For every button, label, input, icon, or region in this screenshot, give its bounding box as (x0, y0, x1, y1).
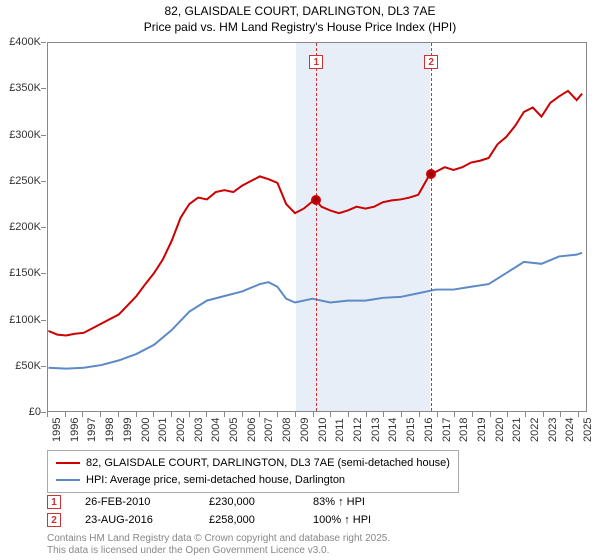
data-row-marker: 1 (47, 495, 61, 509)
x-tick-label: 2002 (175, 418, 187, 442)
x-tick-label: 2011 (334, 418, 346, 442)
x-tick-label: 2010 (317, 418, 329, 442)
y-tick-label: £350K (9, 82, 41, 94)
legend-row-price: 82, GLAISDALE COURT, DARLINGTON, DL3 7AE… (56, 455, 450, 472)
x-tick-label: 2001 (157, 418, 169, 442)
legend-row-hpi: HPI: Average price, semi-detached house,… (56, 472, 450, 489)
y-tick-label: £250K (9, 175, 41, 187)
x-tick-label: 2024 (564, 418, 576, 442)
x-tick-label: 2015 (405, 418, 417, 442)
x-axis: 1995 1996 1997 1998 1999 2000 2001 2002 2003 2004… (47, 412, 587, 452)
x-tick-label: 2020 (494, 418, 506, 442)
x-tick-label: 2012 (352, 418, 364, 442)
y-tick-label: £0 (29, 406, 41, 418)
x-tick-label: 2019 (476, 418, 488, 442)
marker-line (316, 43, 317, 411)
x-tick-label: 2007 (263, 418, 275, 442)
legend-label-price: 82, GLAISDALE COURT, DARLINGTON, DL3 7AE… (86, 455, 450, 472)
footer: Contains HM Land Registry data © Crown c… (47, 533, 390, 557)
x-tick-label: 2006 (246, 418, 258, 442)
chart-title: 82, GLAISDALE COURT, DARLINGTON, DL3 7AE… (0, 0, 600, 35)
x-tick-label: 2005 (228, 418, 240, 442)
data-row-date: 23-AUG-2016 (85, 514, 185, 526)
x-tick-label: 2023 (547, 418, 559, 442)
x-tick-label: 2003 (193, 418, 205, 442)
y-axis: £0£50K£100K£150K£200K£250K£300K£350K£400… (0, 42, 45, 412)
x-tick-label: 2022 (529, 418, 541, 442)
x-tick-label: 2009 (299, 418, 311, 442)
data-row-date: 26-FEB-2010 (85, 496, 185, 508)
x-tick-label: 2017 (441, 418, 453, 442)
x-tick-label: 2025 (582, 418, 594, 442)
legend-label-hpi: HPI: Average price, semi-detached house,… (86, 472, 345, 489)
data-rows: 1 26-FEB-2010 £230,000 83% ↑ HPI 2 23-AUG-201… (47, 495, 403, 531)
legend: 82, GLAISDALE COURT, DARLINGTON, DL3 7AE… (47, 450, 459, 493)
legend-swatch-hpi (56, 479, 80, 481)
title-line1: 82, GLAISDALE COURT, DARLINGTON, DL3 7AE (0, 4, 600, 20)
legend-swatch-price (56, 462, 80, 464)
x-tick-label: 2021 (511, 418, 523, 442)
x-tick-label: 1997 (86, 418, 98, 442)
price-marker-dot (426, 169, 436, 179)
data-row-hpi: 100% ↑ HPI (313, 514, 403, 526)
data-row-price: £230,000 (209, 496, 289, 508)
x-tick-label: 2014 (387, 418, 399, 442)
y-tick-label: £200K (9, 221, 41, 233)
x-tick-label: 2008 (281, 418, 293, 442)
footer-line1: Contains HM Land Registry data © Crown c… (47, 533, 390, 545)
x-tick-label: 1996 (69, 418, 81, 442)
data-row: 2 23-AUG-2016 £258,000 100% ↑ HPI (47, 513, 403, 527)
marker-line (431, 43, 432, 411)
data-row-hpi: 83% ↑ HPI (313, 496, 403, 508)
y-tick-label: £150K (9, 267, 41, 279)
chart-area: 12 (47, 42, 587, 412)
x-tick-label: 2013 (370, 418, 382, 442)
y-tick-label: £50K (15, 360, 41, 372)
x-tick-label: 2018 (458, 418, 470, 442)
price-marker-dot (311, 195, 321, 205)
x-tick-label: 1998 (104, 418, 116, 442)
x-tick-label: 1995 (51, 418, 63, 442)
y-tick-label: £100K (9, 314, 41, 326)
footer-line2: This data is licensed under the Open Gov… (47, 545, 390, 557)
x-tick-label: 2016 (423, 418, 435, 442)
title-line2: Price paid vs. HM Land Registry's House … (0, 20, 600, 36)
marker-box: 1 (309, 55, 323, 69)
data-row: 1 26-FEB-2010 £230,000 83% ↑ HPI (47, 495, 403, 509)
y-tick-label: £400K (9, 36, 41, 48)
x-tick-label: 1999 (122, 418, 134, 442)
marker-box: 2 (424, 55, 438, 69)
y-tick-label: £300K (9, 129, 41, 141)
data-row-marker: 2 (47, 513, 61, 527)
data-row-price: £258,000 (209, 514, 289, 526)
x-tick-label: 2000 (140, 418, 152, 442)
x-tick-label: 2004 (210, 418, 222, 442)
